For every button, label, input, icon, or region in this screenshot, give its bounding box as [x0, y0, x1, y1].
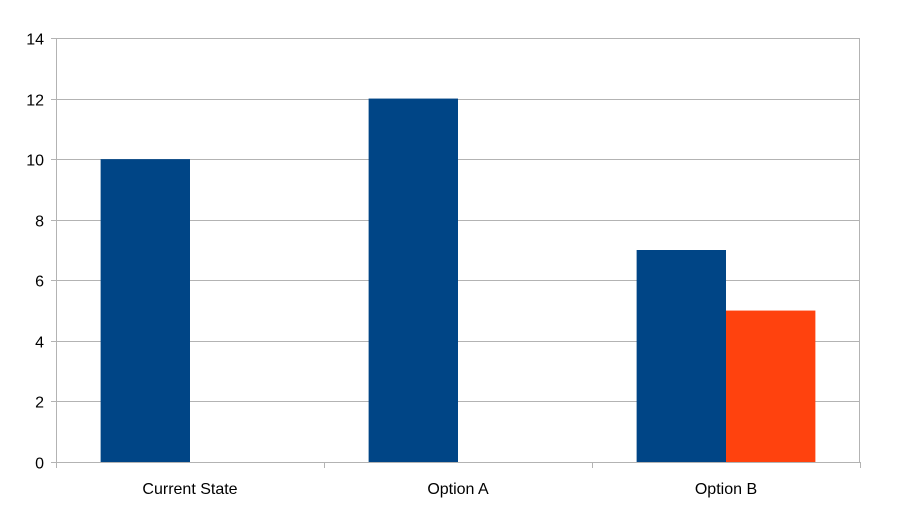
y-tick-label: 14	[26, 32, 44, 49]
y-tick-label: 12	[26, 93, 44, 110]
y-tick-label: 6	[35, 274, 44, 291]
x-category-label: Option A	[427, 481, 489, 498]
y-tick-label: 2	[35, 395, 44, 412]
bar-option-b-series-2	[726, 310, 816, 462]
y-tick-labels: 0 2 4 6 8 10 12 14	[26, 32, 44, 473]
bar-current-state-series-1	[100, 159, 190, 462]
x-category-label: Current State	[142, 481, 237, 498]
y-tick-label: 4	[35, 335, 44, 352]
bar-option-b-series-1	[636, 250, 726, 462]
bars	[100, 98, 816, 462]
y-tick-label: 10	[26, 153, 44, 170]
y-tick-label: 0	[35, 456, 44, 473]
y-tick-label: 8	[35, 214, 44, 231]
bar-option-a-series-1	[368, 98, 458, 462]
x-category-labels: Current State Option A Option B	[142, 481, 757, 498]
x-category-label: Option B	[695, 481, 757, 498]
axes	[51, 38, 861, 468]
